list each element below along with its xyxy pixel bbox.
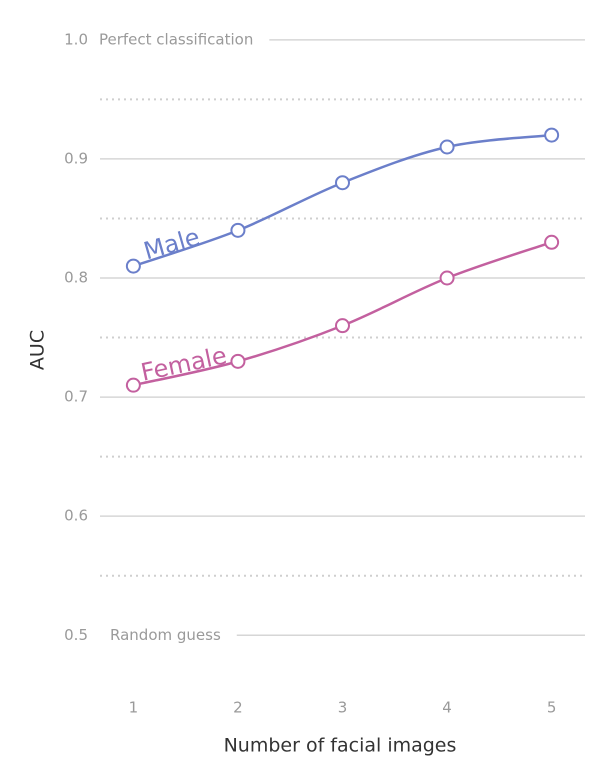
- point: [125, 377, 141, 393]
- point: [335, 318, 350, 334]
- point: [544, 127, 560, 143]
- y-tick-label: 1.0: [64, 30, 88, 48]
- y-axis-label: AUC: [27, 330, 49, 370]
- x-tick-label: 2: [233, 699, 243, 717]
- point: [335, 175, 350, 191]
- point: [439, 139, 455, 155]
- y-tick-label: 0.5: [64, 626, 88, 644]
- y-tick-label: 0.7: [64, 388, 88, 406]
- y-tick-label: 0.8: [64, 269, 88, 287]
- x-tick-label: 3: [338, 699, 348, 717]
- y-tick-label: 0.6: [64, 507, 88, 525]
- annotation: Random guess: [110, 626, 221, 644]
- x-tick-label: 5: [547, 699, 557, 717]
- point: [544, 234, 560, 250]
- point: [125, 258, 141, 274]
- point: [230, 222, 246, 238]
- series-label: Male: [141, 223, 203, 266]
- y-tick-label: 0.9: [64, 149, 88, 167]
- series-label: Female: [138, 341, 229, 386]
- x-tick-label: 1: [129, 699, 139, 717]
- x-axis-label: Number of facial images: [224, 735, 457, 757]
- x-tick-label: 4: [442, 699, 452, 717]
- point: [230, 353, 246, 369]
- point: [439, 270, 455, 286]
- annotation: Perfect classification: [99, 30, 253, 48]
